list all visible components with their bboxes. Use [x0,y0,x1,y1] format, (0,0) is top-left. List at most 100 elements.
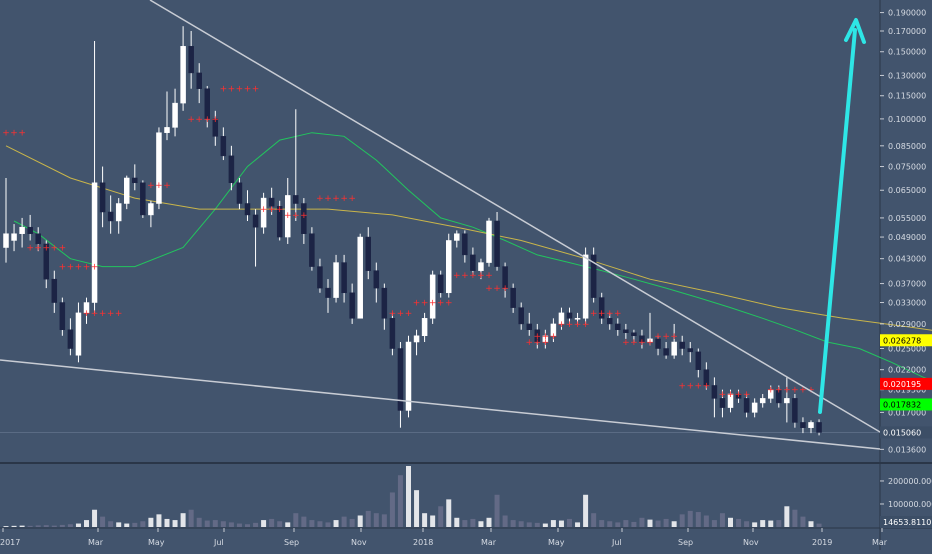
signal-marker: + [397,309,405,319]
signal-marker: + [542,338,550,348]
candle-body [91,182,98,303]
signal-marker: + [783,386,791,396]
candle-body [19,226,25,234]
breakout-arrow [818,28,857,414]
candle-body [437,274,444,294]
candle-body [711,385,718,399]
volume-bar [502,515,508,527]
price-tick-label: 0.025000 [888,345,926,354]
signal-marker: + [244,85,252,95]
candle-body [510,287,516,308]
candle-body [534,329,541,343]
candle-body [51,278,58,303]
volume-bar [567,518,572,527]
candle-body [172,102,178,128]
volume-bar [792,509,798,527]
signal-marker: + [477,271,485,281]
volume-bar [317,521,323,527]
time-tick-label: Sep [678,538,693,547]
candle-body [590,254,597,298]
time-tick-label: Nov [351,538,367,547]
signal-marker: + [534,338,542,348]
signal-marker: + [413,299,421,309]
price-tick-label: 0.065000 [888,186,926,195]
signal-marker: + [67,263,75,273]
volume-bar [816,523,822,527]
candle-body [413,335,420,343]
signal-marker: + [622,338,630,348]
candle-body [663,348,669,356]
candle-body [220,136,227,157]
volume-bar [639,517,645,527]
volume-current-label: 14653.8110 [883,518,931,527]
volume-current-badge [880,516,932,528]
signal-marker: + [654,332,662,342]
signal-marker: + [236,85,244,95]
candle-body [526,323,532,330]
signal-marker: + [18,129,26,139]
volume-bar [261,520,267,527]
signal-marker: + [59,244,67,254]
signal-marker: + [389,309,397,319]
upper-trendline [149,0,881,433]
volume-bar [615,522,621,527]
volume-bar [148,517,154,527]
volume-bar [196,517,202,527]
candle-body [486,220,492,263]
candle-body [784,398,790,404]
volume-bar [27,525,33,527]
volume-bar [349,518,355,527]
volume-bar [414,490,420,527]
signal-marker: + [34,244,42,254]
price-tick-label: 0.029000 [888,320,926,329]
candle-body [574,318,581,320]
volume-bar [454,517,460,527]
price-tick-label: 0.055000 [888,214,926,223]
volume-bar [11,525,17,527]
price-tick-label: 0.017000 [888,408,926,417]
candle-body [83,302,90,314]
volume-bar [164,518,170,527]
volume-bar [679,514,685,527]
signal-marker: + [340,194,348,204]
time-tick-label: 2017 [0,538,20,547]
volume-tick-label: 200000.0000 [888,477,932,486]
candle-body [687,348,693,353]
volume-bar [325,522,331,527]
volume-bar [534,522,540,527]
volume-bar [92,509,98,527]
signal-marker: + [453,271,461,281]
candle-body [478,262,484,271]
signal-marker: + [485,284,493,294]
signal-marker: + [743,390,751,400]
candle-body [631,332,637,337]
volume-axis: 200000.0000 100000.0000 [880,477,932,509]
volume-bar [768,520,774,527]
signal-marker: + [686,381,694,391]
candle-body [623,329,629,333]
signal-marker: + [421,299,429,309]
signal-marker: + [582,320,590,330]
signal-marker: + [735,390,743,400]
signal-marker: + [719,390,727,400]
candle-body [470,254,476,271]
signal-marker: + [646,338,654,348]
volume-bar [116,522,122,527]
volume-bar [357,515,363,527]
volume-bar [406,466,411,527]
signal-markers: + + ++ + + + ++ + + + ++ + + + ++ + ++ + + + ++ + + ++ + + + ++ + ++ +… [2,85,815,400]
volume-bar [43,525,49,527]
candle-body [132,177,138,184]
candle-body [67,329,74,349]
signal-marker: + [469,271,477,281]
candle-body [244,203,251,216]
candle-body [180,46,186,104]
volume-bar [84,520,89,527]
candle-body [228,155,235,184]
time-tick-label: 2018 [413,538,433,547]
volume-bar [550,520,556,527]
volume-bar [494,494,500,527]
volume-bar [558,520,564,527]
candle-body [800,422,806,428]
